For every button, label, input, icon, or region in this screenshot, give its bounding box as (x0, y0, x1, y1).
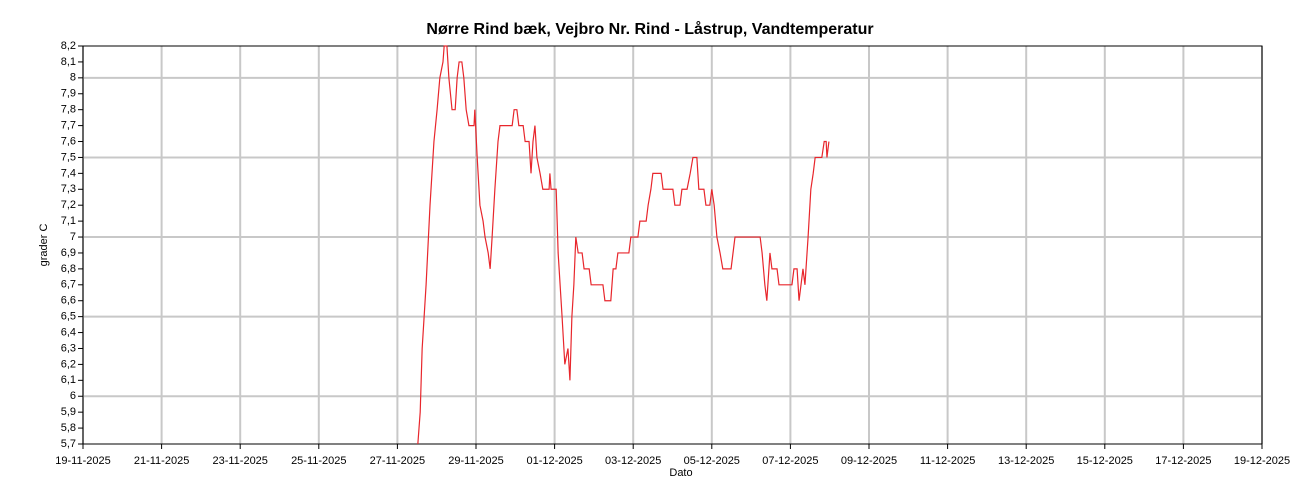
y-tick-label: 6,7 (61, 279, 76, 291)
x-tick-label: 23-11-2025 (212, 455, 267, 467)
y-tick-label: 6,8 (61, 263, 76, 275)
y-tick-label: 7,5 (61, 151, 76, 163)
y-tick-label: 7,6 (61, 135, 76, 147)
x-tick-label: 05-12-2025 (684, 455, 740, 467)
x-tick-label: 27-11-2025 (370, 455, 425, 467)
x-axis-label: Dato (669, 467, 692, 479)
y-tick-label: 6,1 (61, 374, 76, 386)
x-tick-label: 25-11-2025 (291, 455, 346, 467)
x-tick-label: 17-12-2025 (1155, 455, 1211, 467)
y-tick-label: 7,2 (61, 199, 76, 211)
x-tick-label: 21-11-2025 (134, 455, 189, 467)
y-tick-label: 7,9 (61, 88, 76, 100)
y-tick-label: 7 (70, 231, 76, 243)
y-tick-label: 8,1 (61, 56, 76, 68)
y-tick-label: 6 (70, 390, 76, 402)
x-tick-label: 15-12-2025 (1077, 455, 1133, 467)
x-tick-label: 01-12-2025 (526, 455, 582, 467)
plot-frame (82, 45, 1263, 445)
y-tick-label: 6,2 (61, 358, 76, 370)
x-tick-label: 19-11-2025 (55, 455, 110, 467)
x-tick-label: 03-12-2025 (605, 455, 661, 467)
x-tick-label: 19-12-2025 (1234, 455, 1290, 467)
y-tick-label: 5,8 (61, 422, 76, 434)
y-tick-label: 6,3 (61, 342, 76, 354)
y-tick-label: 8,2 (61, 40, 76, 52)
y-tick-label: 7,7 (61, 120, 76, 132)
y-tick-label: 6,6 (61, 295, 76, 307)
x-tick-label: 13-12-2025 (998, 455, 1054, 467)
y-tick-label: 5,9 (61, 406, 76, 418)
data-line (417, 45, 830, 445)
y-tick-label: 7,3 (61, 183, 76, 195)
x-tick-label: 11-12-2025 (920, 455, 975, 467)
chart-title: Nørre Rind bæk, Vejbro Nr. Rind - Låstru… (426, 20, 873, 38)
y-tick-label: 7,8 (61, 104, 76, 116)
x-tick-label: 07-12-2025 (762, 455, 818, 467)
x-tick-label: 09-12-2025 (841, 455, 897, 467)
y-tick-label: 7,4 (61, 167, 76, 179)
y-tick-label: 6,4 (61, 326, 76, 338)
y-tick-label: 6,5 (61, 311, 76, 323)
y-tick-label: 5,7 (61, 438, 76, 450)
y-tick-label: 6,9 (61, 247, 76, 259)
y-axis-label: grader C (38, 224, 50, 267)
y-tick-label: 8 (70, 72, 76, 84)
x-tick-label: 29-11-2025 (448, 455, 503, 467)
y-tick-label: 7,1 (61, 215, 76, 227)
